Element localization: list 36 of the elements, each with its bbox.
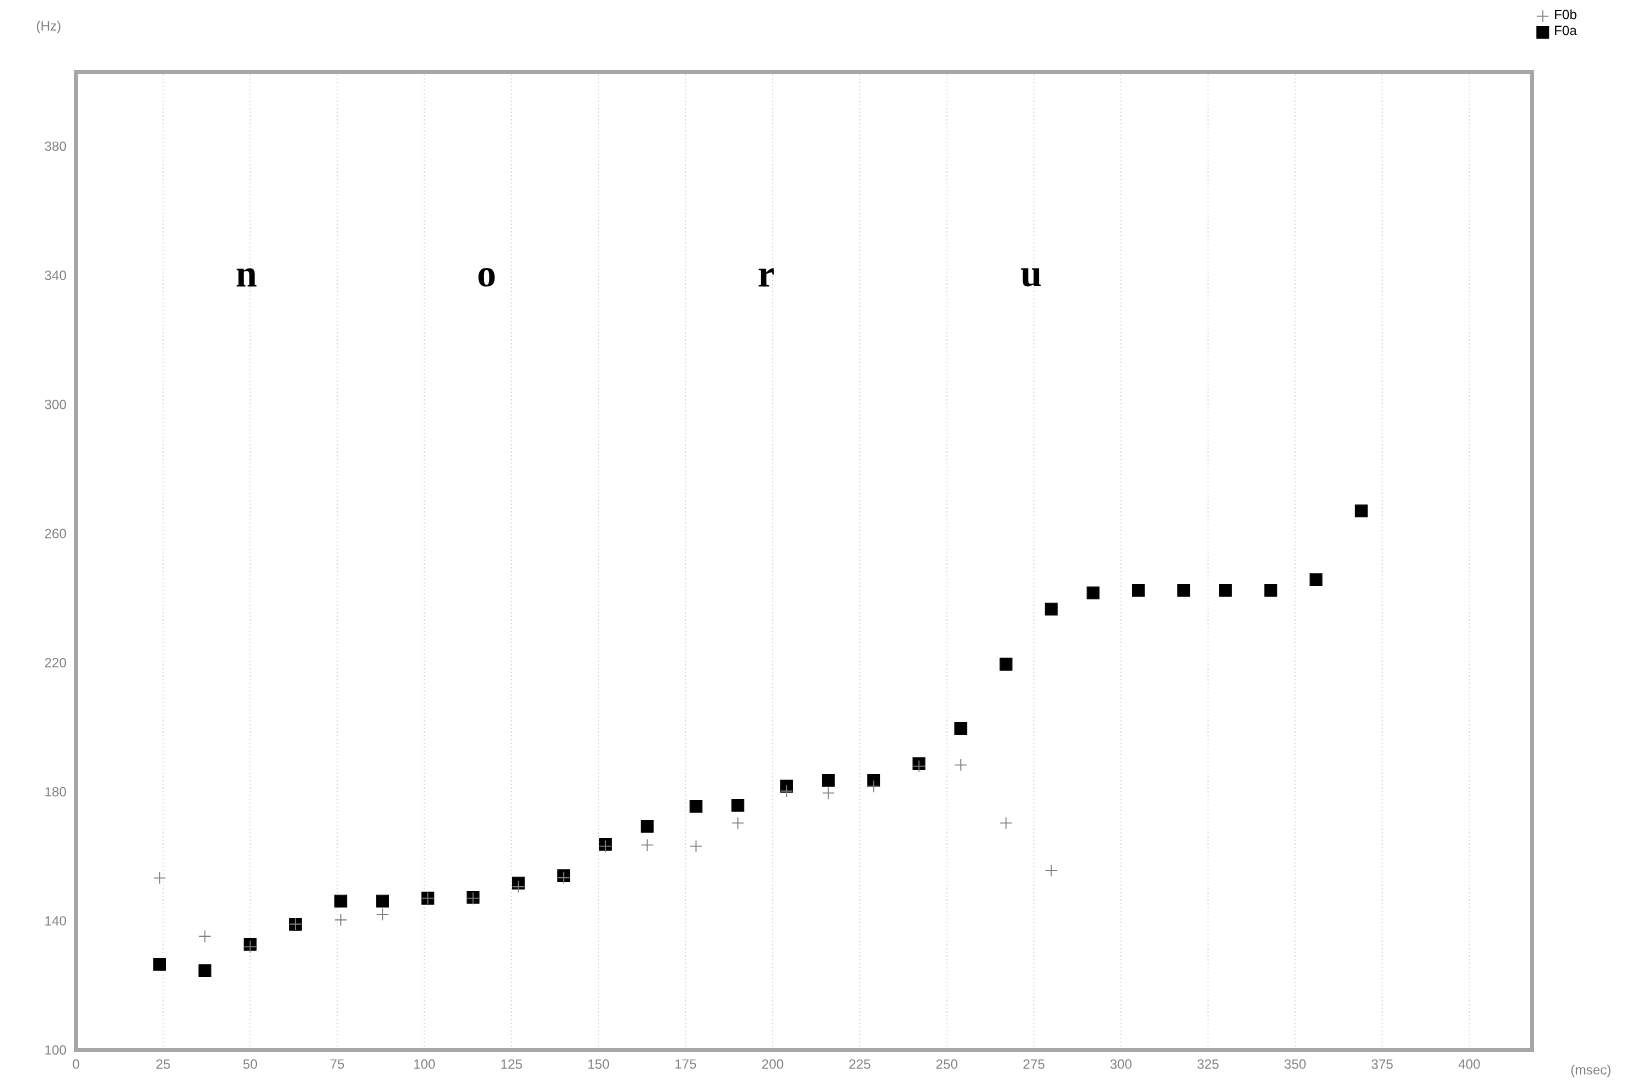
point — [640, 819, 654, 833]
annotation: o — [478, 268, 495, 287]
point — [689, 839, 703, 853]
point — [153, 871, 167, 885]
point — [954, 758, 968, 772]
point — [954, 722, 968, 735]
point — [1264, 583, 1278, 597]
point — [731, 816, 745, 830]
annotation: r — [758, 268, 774, 287]
point — [999, 816, 1013, 830]
point — [867, 774, 881, 787]
point — [1354, 504, 1368, 518]
point — [334, 894, 348, 908]
point — [1177, 583, 1191, 597]
point — [821, 774, 835, 787]
point — [999, 657, 1013, 671]
point — [780, 784, 793, 798]
point — [867, 779, 881, 793]
point — [1044, 602, 1058, 616]
point — [1219, 583, 1232, 597]
point — [731, 798, 745, 812]
point — [1309, 573, 1323, 587]
point — [1131, 583, 1145, 597]
point — [198, 964, 212, 977]
point — [689, 799, 703, 813]
annotation: u — [1021, 268, 1041, 287]
point — [198, 929, 212, 943]
point — [153, 958, 167, 971]
point — [376, 908, 389, 921]
point — [376, 894, 389, 908]
point — [821, 786, 835, 800]
point — [640, 838, 654, 852]
annotation: n — [236, 268, 257, 287]
point — [1086, 586, 1100, 600]
point — [1044, 864, 1058, 877]
point — [334, 913, 348, 927]
